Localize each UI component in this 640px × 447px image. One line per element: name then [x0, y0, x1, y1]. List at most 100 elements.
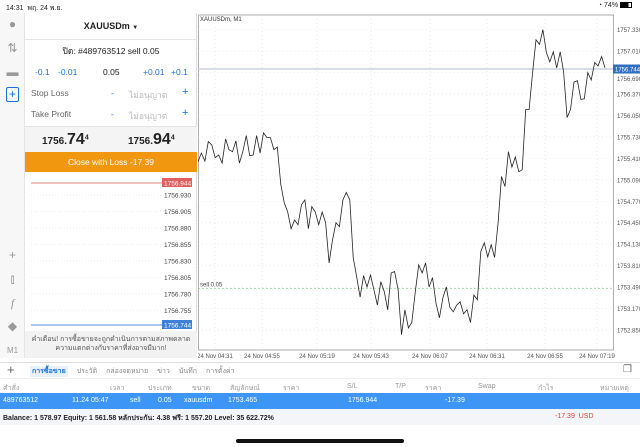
ask-price: 1756.944 — [128, 131, 175, 148]
cell-open_price: 1753.465 — [228, 397, 258, 404]
chat-icon[interactable]: ▬ — [6, 65, 19, 79]
column-header[interactable]: กำไร — [538, 385, 554, 392]
timeframe-button[interactable]: M1 — [6, 346, 19, 355]
depth-level-label: 1756.930 — [164, 193, 191, 200]
x-tick-label: 24 Nov 06:55 — [527, 354, 563, 360]
depth-level-label: 1756.780 — [164, 292, 191, 299]
status-bar: 14:31 พฤ. 24 พ.ย. ◔ 74% — [0, 0, 640, 13]
volume-control: -0.1 -0.01 0.05 +0.01 +0.1 — [25, 67, 197, 79]
volume-minus-0.1[interactable]: -0.1 — [35, 67, 50, 77]
status-time: 14:31 พฤ. 24 พ.ย. — [6, 5, 63, 12]
stop-loss-minus[interactable]: - — [111, 88, 114, 98]
take-profit-label: Take Profit — [31, 109, 72, 119]
x-tick-label: 24 Nov 04:31 — [198, 354, 234, 360]
cell-time: 11.24 05:47 — [72, 397, 109, 404]
x-tick-label: 24 Nov 04:55 — [244, 354, 280, 360]
cell-price: 1756.944 — [348, 397, 378, 404]
y-tick-label: 1756.370 — [617, 93, 640, 99]
take-profit-minus[interactable]: - — [111, 109, 114, 119]
trade-transfer-icon[interactable]: ⇅ — [7, 41, 18, 55]
y-tick-label: 1753.810 — [617, 264, 640, 270]
order-line-label: sell 0.05 — [200, 283, 223, 289]
new-order-icon[interactable]: + — [6, 87, 19, 102]
indicators-icon[interactable]: ⫾ — [10, 272, 15, 286]
price-display: 1756.744 1756.944 — [25, 126, 197, 152]
y-tick-label: 1755.410 — [617, 157, 640, 163]
volume-value[interactable]: 0.05 — [103, 67, 120, 77]
column-header[interactable]: T/P — [395, 383, 406, 390]
take-profit-plus[interactable]: + — [182, 107, 189, 119]
symbol-selector[interactable]: XAUUSDm ▼ — [25, 13, 197, 40]
cell-symbol: xauusdm — [184, 397, 213, 404]
status-right: ◔ 74% — [598, 2, 632, 9]
tab-list: การซื้อขาย ประวัติ กล่องจดหมาย ข่าว บันทึก กา… — [30, 366, 234, 377]
stop-loss-plus[interactable]: + — [182, 86, 189, 98]
take-profit-input[interactable]: ไม่อนุญาต — [129, 111, 168, 121]
stop-loss-label: Stop Loss — [31, 88, 69, 98]
column-header[interactable]: ราคา — [283, 385, 300, 392]
table-row[interactable]: 489763512 11.24 05:47 sell 0.05 xauusdm 1753.… — [0, 393, 640, 409]
order-panel: XAUUSDm ▼ ปิด: #489763512 sell 0.05 -0.1… — [25, 13, 197, 358]
chevron-down-icon: ▼ — [132, 25, 139, 31]
layout-icon[interactable]: ❐ — [623, 364, 632, 375]
stop-loss-input[interactable]: ไม่อนุญาต — [129, 90, 168, 100]
x-tick-label: 24 Nov 06:07 — [412, 354, 448, 360]
objects-icon[interactable]: ◆ — [7, 319, 18, 333]
x-tick-label: 24 Nov 05:19 — [299, 354, 335, 360]
depth-level-label: 1756.880 — [164, 226, 191, 233]
price-chart[interactable]: 1757.330 1757.010 1756.690 1756.370 1756.050… — [198, 13, 640, 362]
y-tick-label: 1754.770 — [617, 200, 640, 206]
y-tick-label: 1756.690 — [617, 77, 640, 83]
execution-warning: คำเตือน! การซื้อขายจะถูกดำเนินการตามสภาพ… — [25, 331, 197, 358]
icon-bar: ● ⇅ ▬ + + ⫾ f ◆ M1 — [0, 13, 25, 358]
y-tick-label: 1754.130 — [617, 243, 640, 249]
bid-price: 1756.744 — [42, 131, 89, 148]
column-header[interactable]: ประเภท — [148, 385, 172, 392]
column-header[interactable]: สัญลักษณ์ — [230, 385, 260, 392]
column-header[interactable]: คำสั่ง — [3, 385, 20, 392]
x-tick-label: 24 Nov 06:31 — [469, 354, 505, 360]
volume-minus-0.01[interactable]: -0.01 — [58, 67, 78, 77]
column-header[interactable]: หมายเหตุ — [600, 385, 629, 392]
column-header[interactable]: ขนาด — [192, 385, 211, 392]
y-tick-label: 1757.010 — [617, 50, 640, 56]
add-icon[interactable]: + — [7, 362, 15, 377]
tab-5[interactable]: การตั้งค่า — [205, 368, 235, 375]
table-header: คำสั่ง เวลา ประเภท ขนาด สัญลักษณ์ ราคา S/L T/P ร… — [0, 378, 640, 393]
tab-0[interactable]: การซื้อขาย — [30, 366, 68, 377]
x-tick-label: 24 Nov 07:19 — [579, 354, 615, 360]
depth-level-label: 1756.944 — [164, 181, 191, 188]
depth-chart: 1756.944 1756.930 1756.905 1756.880 1756.855… — [31, 178, 192, 330]
tab-3[interactable]: ข่าว — [157, 368, 170, 375]
depth-level-label: 1756.755 — [164, 308, 191, 315]
column-header[interactable]: Swap — [478, 383, 496, 390]
y-tick-label: 1755.090 — [617, 178, 640, 184]
cell-profit: -17.39 — [445, 397, 465, 404]
function-icon[interactable]: f — [10, 296, 15, 310]
home-indicator[interactable] — [236, 439, 404, 443]
depth-price-tag — [162, 178, 192, 187]
account-icon[interactable]: ● — [8, 17, 17, 31]
column-header[interactable]: S/L — [347, 383, 358, 390]
order-info: ปิด: #489763512 sell 0.05 — [62, 46, 160, 56]
crosshair-icon[interactable]: + — [8, 248, 16, 262]
tab-2[interactable]: กล่องจดหมาย — [106, 368, 149, 375]
tab-4[interactable]: บันทึก — [178, 368, 197, 375]
account-summary: Balance: 1 578.97 Equity: 1 561.58 หลักป… — [0, 409, 640, 425]
bottom-tab-bar: + การซื้อขาย ประวัติ กล่องจดหมาย ข่าว บันทึก… — [0, 362, 640, 378]
y-tick-label: 1756.050 — [617, 114, 640, 120]
volume-plus-0.1[interactable]: +0.1 — [171, 67, 188, 77]
cell-size: 0.05 — [158, 397, 172, 404]
chart-title: XAUUSDm, M1 — [200, 17, 242, 23]
current-price-label: 1756.744 — [615, 68, 640, 74]
close-with-loss-button[interactable]: Close with Loss -17.39 — [25, 152, 197, 172]
column-header[interactable]: เวลา — [110, 385, 125, 392]
volume-plus-0.01[interactable]: +0.01 — [143, 67, 165, 77]
stop-loss-row: Stop Loss - ไม่อนุญาต + — [25, 86, 197, 106]
depth-level-label: 1756.830 — [164, 259, 191, 266]
balance-summary: Balance: 1 578.97 Equity: 1 561.58 หลักป… — [3, 415, 274, 422]
column-header[interactable]: ราคา — [425, 385, 442, 392]
current-price-tag — [613, 64, 640, 74]
plot-area — [198, 14, 614, 351]
tab-1[interactable]: ประวัติ — [76, 368, 98, 375]
